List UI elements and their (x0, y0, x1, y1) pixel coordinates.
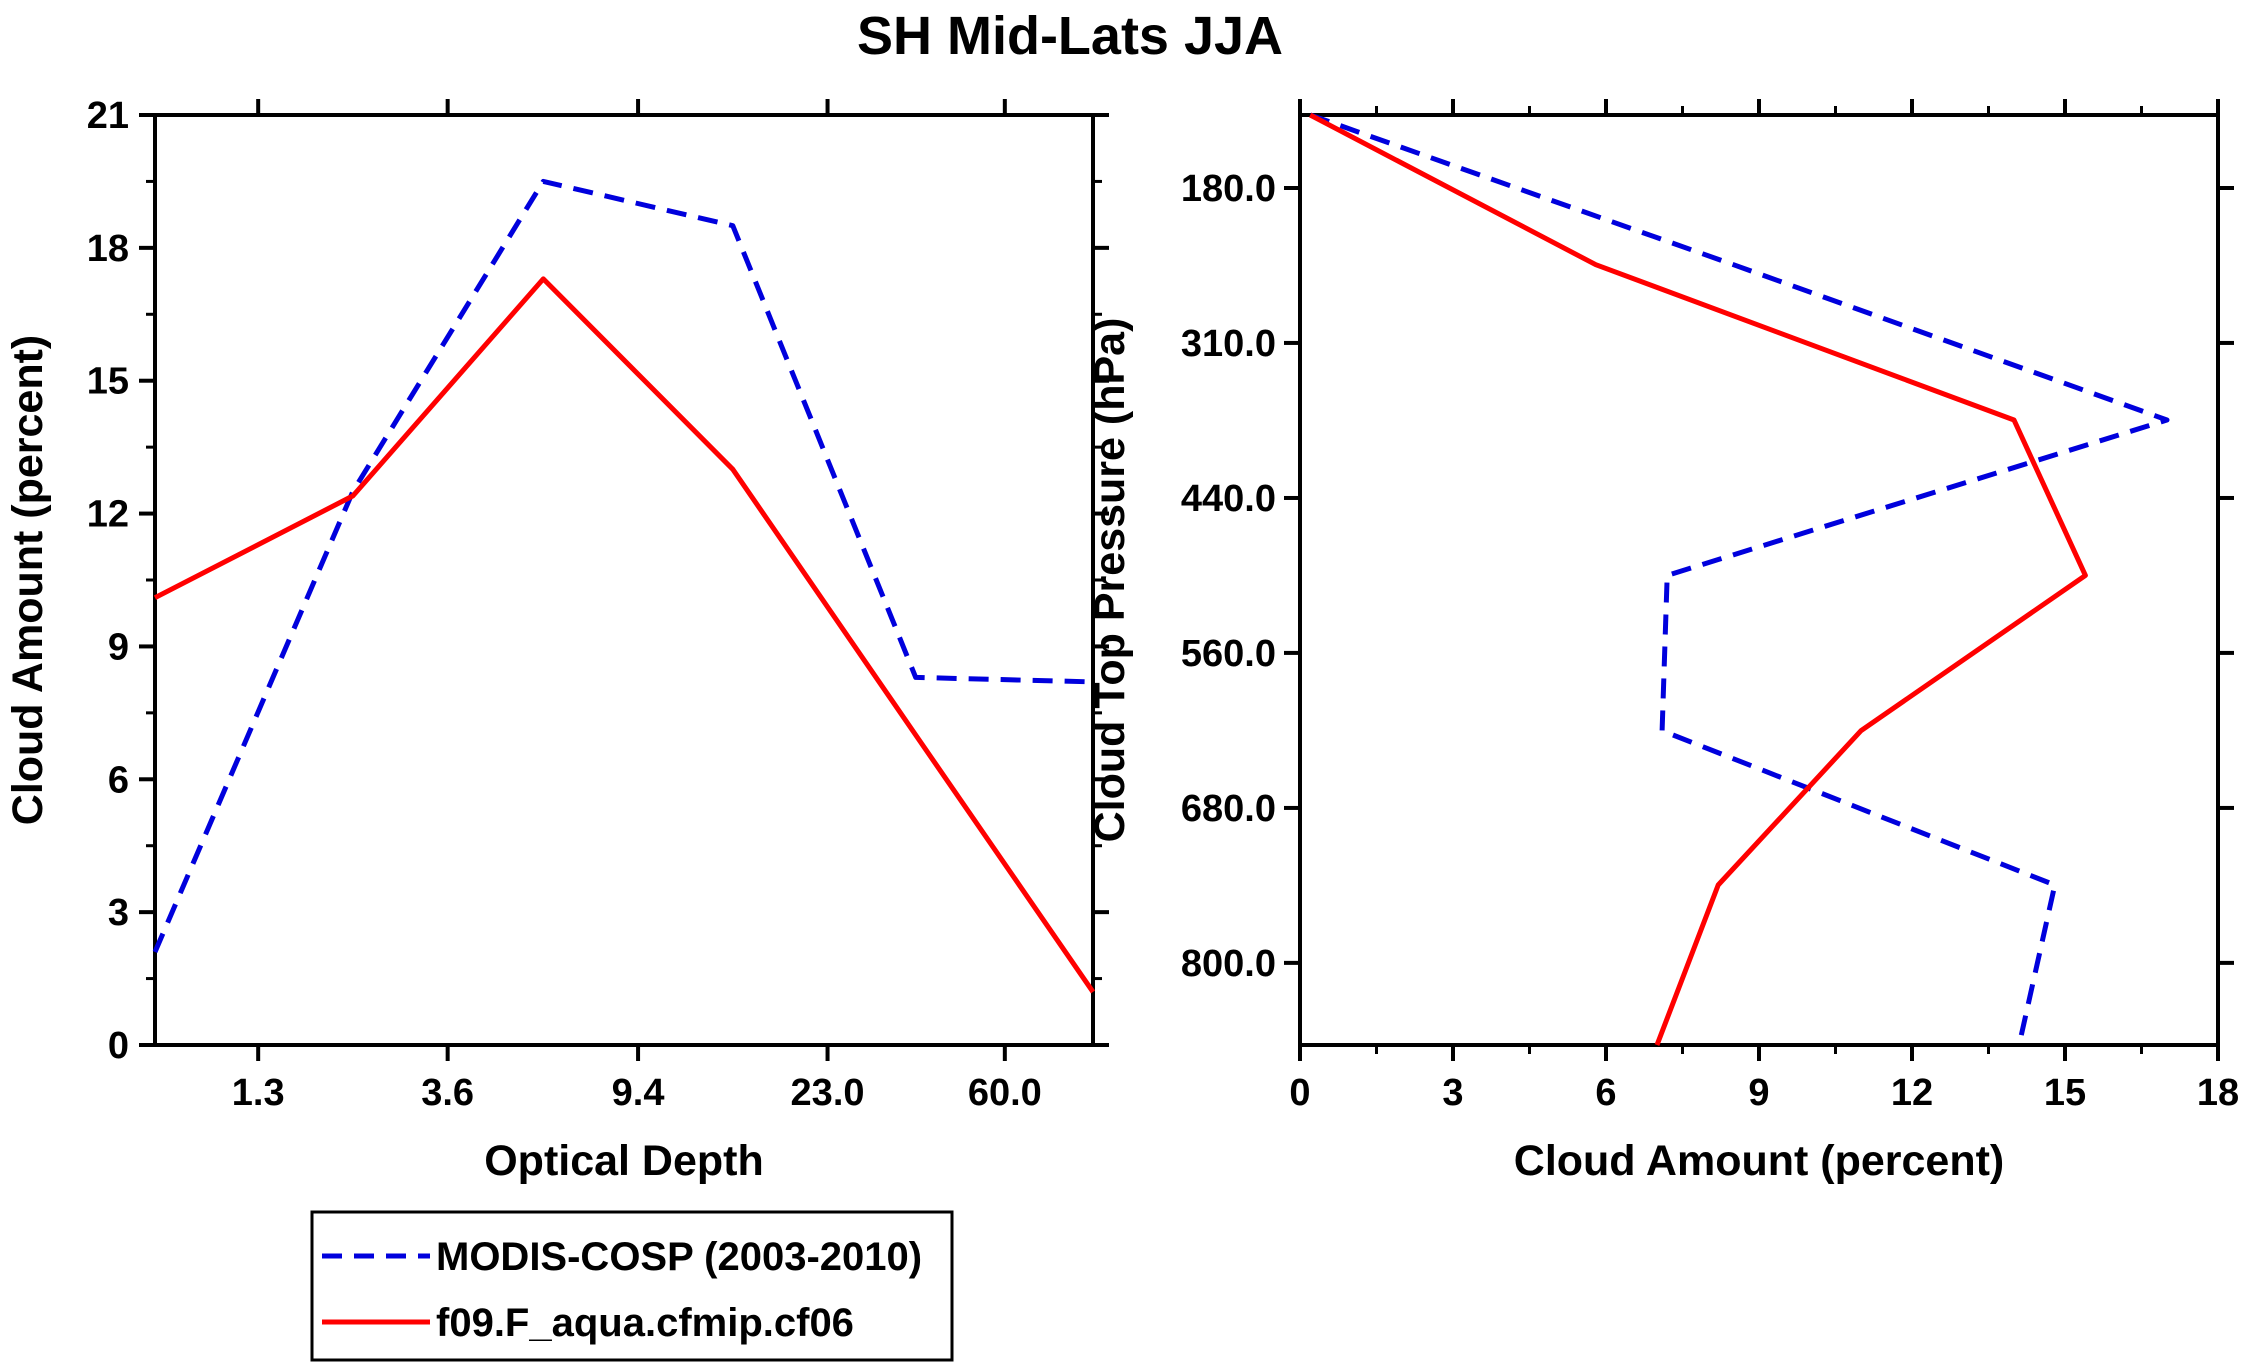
x-tick-label: 9.4 (612, 1072, 665, 1114)
left-panel: 1.3 3.6 9.4 23.0 60.0 0 3 6 9 12 15 18 21 (87, 95, 1109, 1114)
series-line-0 (152, 178, 1094, 953)
x-tick-label: 23.0 (791, 1072, 865, 1114)
x-tick-label: 15 (2044, 1072, 2086, 1114)
y-tick-label: 21 (87, 95, 129, 137)
right-xaxis-title: Cloud Amount (percent) (1514, 1137, 2004, 1185)
y-tick-label: 560.0 (1181, 633, 1276, 675)
legend-box (310, 1210, 954, 1362)
x-tick-label: 60.0 (968, 1072, 1042, 1114)
y-tick-label: 9 (108, 626, 129, 668)
right-panel: 0 3 6 9 12 15 18 180.0 310.0 440.0 560.0 680.0 800.0 (1181, 99, 2239, 1114)
series-line-1 (1309, 112, 2088, 1046)
y-tick-label: 440.0 (1181, 478, 1276, 520)
x-tick-label: 3.6 (421, 1072, 474, 1114)
plot-border (153, 113, 1095, 1047)
legend-label-modis: MODIS-COSP (2003-2010) (436, 1235, 922, 1279)
x-tick-label: 0 (1289, 1072, 1310, 1114)
y-tick-label: 180.0 (1181, 168, 1276, 210)
x-tick-label: 6 (1595, 1072, 1616, 1114)
y-tick-label: 18 (87, 228, 129, 270)
y-tick-label: 15 (87, 361, 129, 403)
x-tick-label: 3 (1442, 1072, 1463, 1114)
right-yaxis-title: Cloud Top Pressure (hPa) (1086, 318, 1134, 843)
x-tick-label: 18 (2197, 1072, 2239, 1114)
y-tick-label: 12 (87, 494, 129, 536)
left-xaxis-title: Optical Depth (484, 1137, 764, 1185)
y-tick-label: 6 (108, 759, 129, 801)
legend: MODIS-COSP (2003-2010) f09.F_aqua.cfmip.… (310, 1210, 954, 1362)
chart-title: SH Mid-Lats JJA (857, 6, 1283, 66)
y-tick-label: 310.0 (1181, 323, 1276, 365)
y-tick-label: 0 (108, 1025, 129, 1067)
x-tick-label: 1.3 (232, 1072, 285, 1114)
y-tick-label: 3 (108, 892, 129, 934)
series-line-0 (1309, 112, 2170, 1046)
x-tick-label: 9 (1748, 1072, 1769, 1114)
y-tick-label: 680.0 (1181, 788, 1276, 830)
legend-label-model: f09.F_aqua.cfmip.cf06 (436, 1301, 854, 1345)
x-tick-label: 12 (1891, 1072, 1933, 1114)
series-line-1 (153, 276, 1096, 994)
left-yaxis-title: Cloud Amount (percent) (4, 335, 52, 825)
y-tick-label: 800.0 (1181, 943, 1276, 985)
